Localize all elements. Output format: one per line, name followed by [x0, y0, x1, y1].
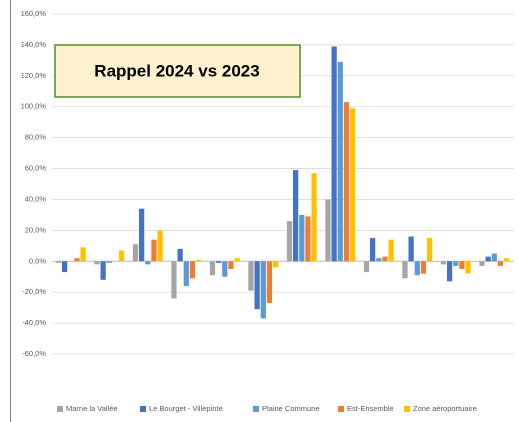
bar: [106, 261, 112, 263]
bar: [139, 208, 145, 262]
bar: [408, 236, 414, 262]
bar: [465, 261, 471, 274]
bar: [195, 259, 202, 262]
bar: [414, 261, 420, 276]
legend-label: Est-Ensemble: [347, 404, 394, 413]
y-tick-label: 140,0%: [21, 40, 47, 49]
bar: [94, 261, 100, 265]
legend-swatch: [338, 406, 344, 412]
bar: [151, 239, 157, 262]
legend-label: Le Bourget - Villepinte: [149, 404, 223, 413]
bar: [118, 250, 125, 262]
title-box: [54, 44, 301, 98]
y-tick-label: 160,0%: [21, 9, 47, 18]
bar: [293, 170, 299, 262]
bar: [177, 248, 183, 262]
bar: [503, 258, 510, 262]
bar: [485, 256, 491, 262]
y-tick-label: -40,0%: [22, 318, 46, 327]
legend-swatch: [57, 406, 63, 412]
bar: [402, 261, 408, 279]
bar: [171, 261, 177, 299]
y-tick-label: 120,0%: [21, 71, 47, 80]
bar: [55, 261, 62, 263]
legend-swatch: [140, 406, 146, 412]
bar: [209, 261, 216, 276]
bar: [157, 230, 163, 262]
y-tick-label: 20,0%: [25, 225, 47, 234]
bar: [331, 46, 337, 262]
bar: [272, 261, 279, 268]
bar: [183, 261, 189, 286]
bar: [440, 261, 447, 265]
y-tick-label: 100,0%: [21, 102, 47, 111]
bar: [228, 261, 234, 269]
bar: [349, 108, 356, 262]
bar: [248, 261, 254, 291]
bar: [363, 261, 370, 273]
bar: [234, 258, 240, 262]
bar: [216, 261, 222, 263]
bar: [426, 238, 433, 262]
bar: [311, 173, 317, 262]
bar: [376, 258, 382, 262]
bar: [132, 244, 139, 262]
bar: [325, 199, 331, 262]
chart-title: Rappel 2024 vs 2023: [94, 61, 259, 80]
y-tick-label: 80,0%: [25, 133, 47, 142]
y-tick-label: 40,0%: [25, 194, 47, 203]
bar: [189, 261, 196, 279]
legend-label: Marne la Vallée: [66, 404, 118, 413]
bar: [447, 261, 453, 282]
bar: [382, 256, 388, 262]
bar: [260, 261, 266, 319]
y-tick-label: -60,0%: [22, 349, 46, 358]
y-tick-label: 60,0%: [25, 164, 47, 173]
bar: [286, 221, 293, 262]
legend-swatch: [404, 406, 410, 412]
bar: [459, 261, 465, 269]
bar: [80, 247, 86, 262]
bar: [74, 258, 80, 262]
bar: [266, 261, 273, 303]
bar: [145, 261, 151, 265]
bar: [100, 261, 106, 280]
bar: [491, 253, 497, 262]
legend-swatch: [253, 406, 259, 412]
bar: [388, 239, 394, 262]
bar: [254, 261, 260, 310]
bar: [62, 261, 68, 273]
bar: [497, 261, 504, 266]
bar: [299, 214, 305, 262]
bar: [453, 261, 459, 266]
legend-label: Plaine Commune: [262, 404, 320, 413]
bar: [479, 261, 485, 266]
bar: [420, 261, 427, 274]
legend-label: Zone aéroportuaire: [413, 404, 477, 413]
y-tick-label: -20,0%: [22, 287, 46, 296]
bar: [343, 102, 350, 262]
y-tick-label: 0,0%: [29, 256, 46, 265]
bar: [337, 61, 343, 262]
bar: [370, 238, 376, 262]
bar: [305, 216, 311, 262]
bar: [222, 261, 228, 277]
